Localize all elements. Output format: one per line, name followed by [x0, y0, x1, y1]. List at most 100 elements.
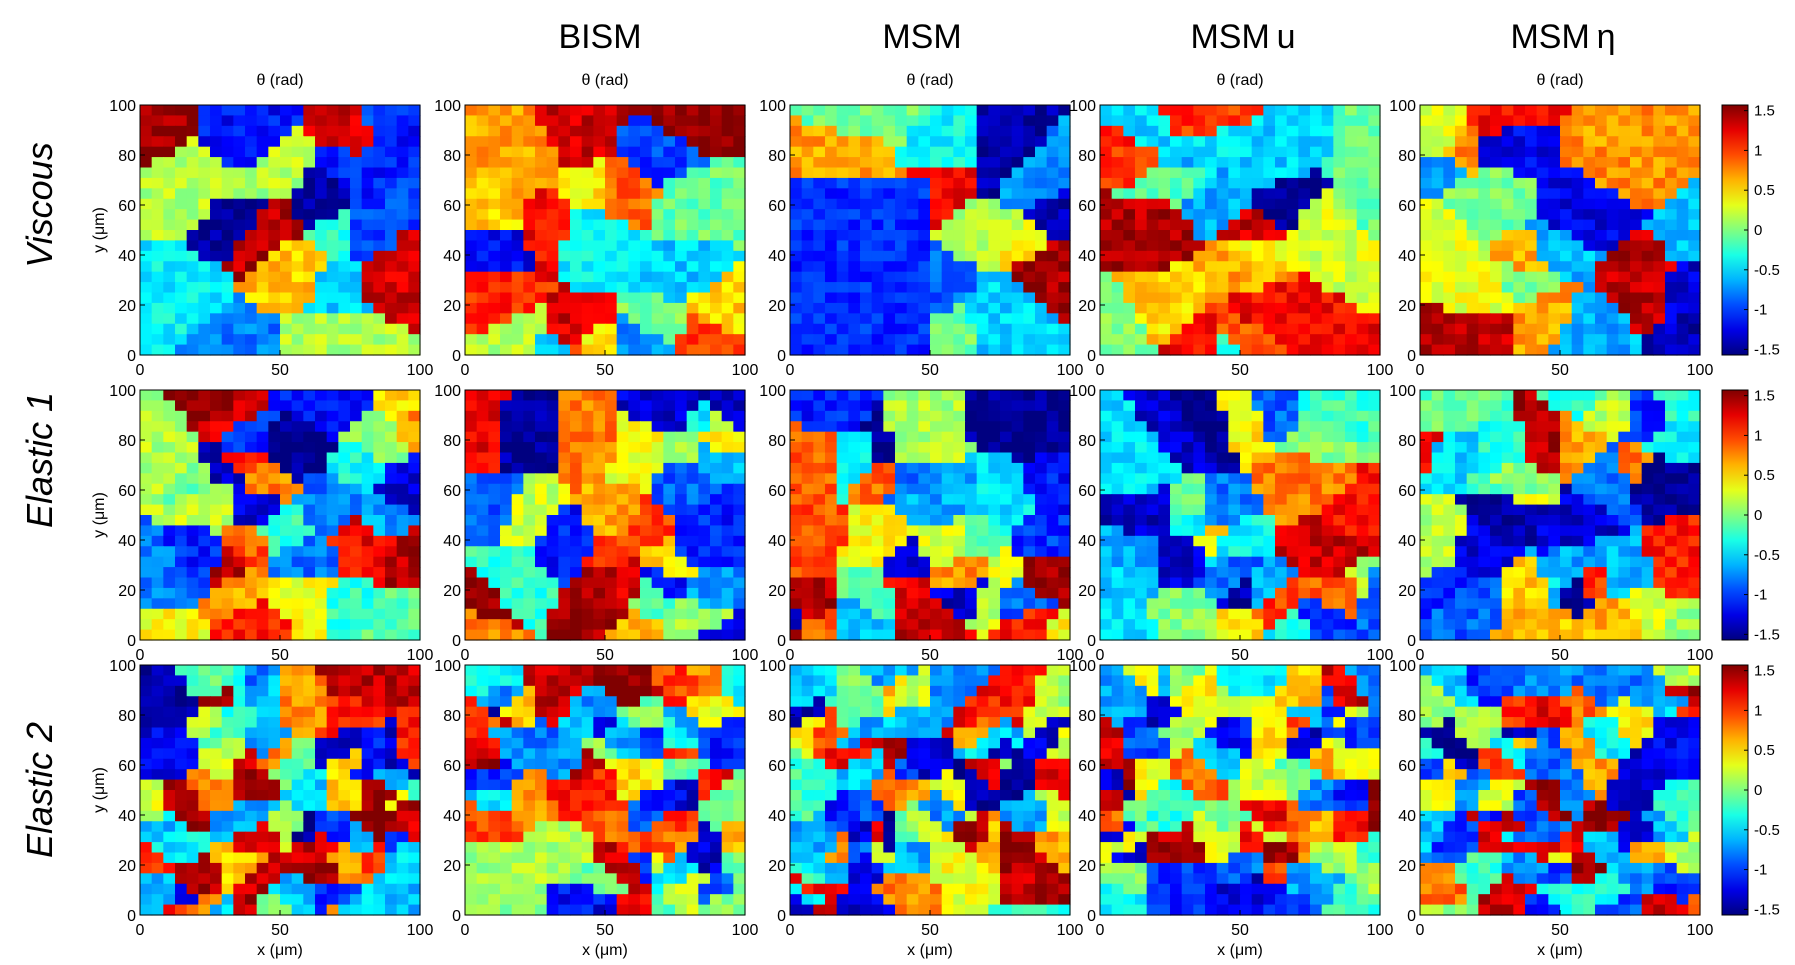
heatmap-cell: [1123, 136, 1136, 148]
heatmap-cell: [1100, 410, 1113, 422]
heatmap-cell: [210, 282, 223, 294]
heatmap-cell: [488, 421, 501, 433]
heatmap-cell: [953, 177, 966, 189]
heatmap-cell: [1665, 198, 1678, 210]
heatmap-cell: [140, 198, 153, 210]
heatmap-cell: [1630, 209, 1643, 221]
heatmap-cell: [593, 556, 606, 568]
heatmap-cell: [151, 556, 164, 568]
heatmap-cell: [476, 442, 489, 454]
heatmap-cell: [361, 209, 374, 221]
heatmap-cell: [640, 619, 653, 631]
heatmap-cell: [651, 483, 664, 495]
heatmap-cell: [836, 250, 849, 262]
heatmap-cell: [408, 157, 421, 169]
heatmap-cell: [1665, 167, 1678, 179]
heatmap-cell: [1333, 250, 1346, 262]
heatmap-cell: [1023, 198, 1036, 210]
heatmap-cell: [710, 105, 723, 117]
heatmap-cell: [710, 136, 723, 148]
heatmap-cell: [385, 157, 398, 169]
heatmap-cell: [675, 292, 688, 304]
heatmap-cell: [1356, 188, 1369, 200]
heatmap-cell: [315, 577, 328, 589]
heatmap-cell: [698, 473, 711, 485]
heatmap-cell: [1356, 146, 1369, 158]
heatmap-cell: [721, 556, 734, 568]
heatmap-cell: [280, 473, 293, 485]
heatmap-cell: [385, 556, 398, 568]
heatmap-cell: [1606, 105, 1619, 117]
heatmap-cell: [581, 230, 594, 242]
heatmap-cell: [581, 125, 594, 137]
heatmap-cell: [558, 313, 571, 325]
heatmap-cell: [801, 344, 814, 356]
heatmap-cell: [1046, 442, 1059, 454]
heatmap-cell: [326, 421, 339, 433]
heatmap-cell: [476, 587, 489, 599]
heatmap-cell: [581, 302, 594, 314]
heatmap-cell: [721, 587, 734, 599]
heatmap-cell: [488, 410, 501, 422]
heatmap-cell: [1333, 136, 1346, 148]
heatmap-cell: [1688, 271, 1701, 283]
heatmap-cell: [860, 188, 873, 200]
heatmap-cell: [385, 313, 398, 325]
heatmap-cell: [1298, 421, 1311, 433]
heatmap-cell: [616, 271, 629, 283]
heatmap-cell: [1321, 240, 1334, 252]
heatmap-cell: [965, 473, 978, 485]
heatmap-cell: [721, 115, 734, 127]
heatmap-cell: [350, 546, 363, 558]
heatmap-cell: [396, 323, 409, 335]
heatmap-cell: [221, 431, 234, 443]
heatmap-cell: [918, 390, 931, 402]
heatmap-cell: [860, 494, 873, 506]
heatmap-cell: [1443, 323, 1456, 335]
heatmap-cell: [1321, 302, 1334, 314]
heatmap-cell: [1513, 334, 1526, 346]
heatmap-cell: [1193, 261, 1206, 273]
heatmap-cell: [1181, 442, 1194, 454]
heatmap-cell: [1513, 282, 1526, 294]
heatmap-cell: [710, 177, 723, 189]
heatmap-cell: [1478, 344, 1491, 356]
heatmap-cell: [303, 535, 316, 547]
heatmap-cell: [1035, 188, 1048, 200]
heatmap-cell: [210, 535, 223, 547]
heatmap-cell: [1046, 390, 1059, 402]
heatmap-cell: [581, 608, 594, 620]
heatmap-cell: [1205, 344, 1218, 356]
heatmap-cell: [930, 136, 943, 148]
heatmap-cell: [1513, 292, 1526, 304]
heatmap-cell: [361, 546, 374, 558]
heatmap-cell: [953, 535, 966, 547]
heatmap-cell: [1583, 157, 1596, 169]
heatmap-cell: [790, 483, 803, 495]
heatmap-cell: [350, 608, 363, 620]
heatmap-cell: [373, 608, 386, 620]
heatmap-cell: [221, 629, 234, 641]
heatmap-cell: [883, 167, 896, 179]
heatmap-cell: [895, 146, 908, 158]
heatmap-cell: [593, 619, 606, 631]
heatmap-cell: [976, 136, 989, 148]
heatmap-cell: [373, 271, 386, 283]
heatmap-cell: [953, 619, 966, 631]
heatmap-cell: [1035, 410, 1048, 422]
heatmap-cell: [245, 292, 258, 304]
heatmap-cell: [1111, 344, 1124, 356]
heatmap-cell: [1035, 546, 1048, 558]
heatmap-cell: [1665, 292, 1678, 304]
heatmap-cell: [1058, 209, 1071, 221]
heatmap-cell: [1275, 431, 1288, 443]
heatmap-cell: [953, 567, 966, 579]
heatmap-cell: [1158, 198, 1171, 210]
heatmap-cell: [1011, 136, 1024, 148]
heatmap-cell: [1548, 115, 1561, 127]
heatmap-cell: [315, 115, 328, 127]
heatmap-cell: [1158, 167, 1171, 179]
heatmap-cell: [675, 136, 688, 148]
heatmap-cell: [140, 177, 153, 189]
heatmap-cell: [1023, 282, 1036, 294]
